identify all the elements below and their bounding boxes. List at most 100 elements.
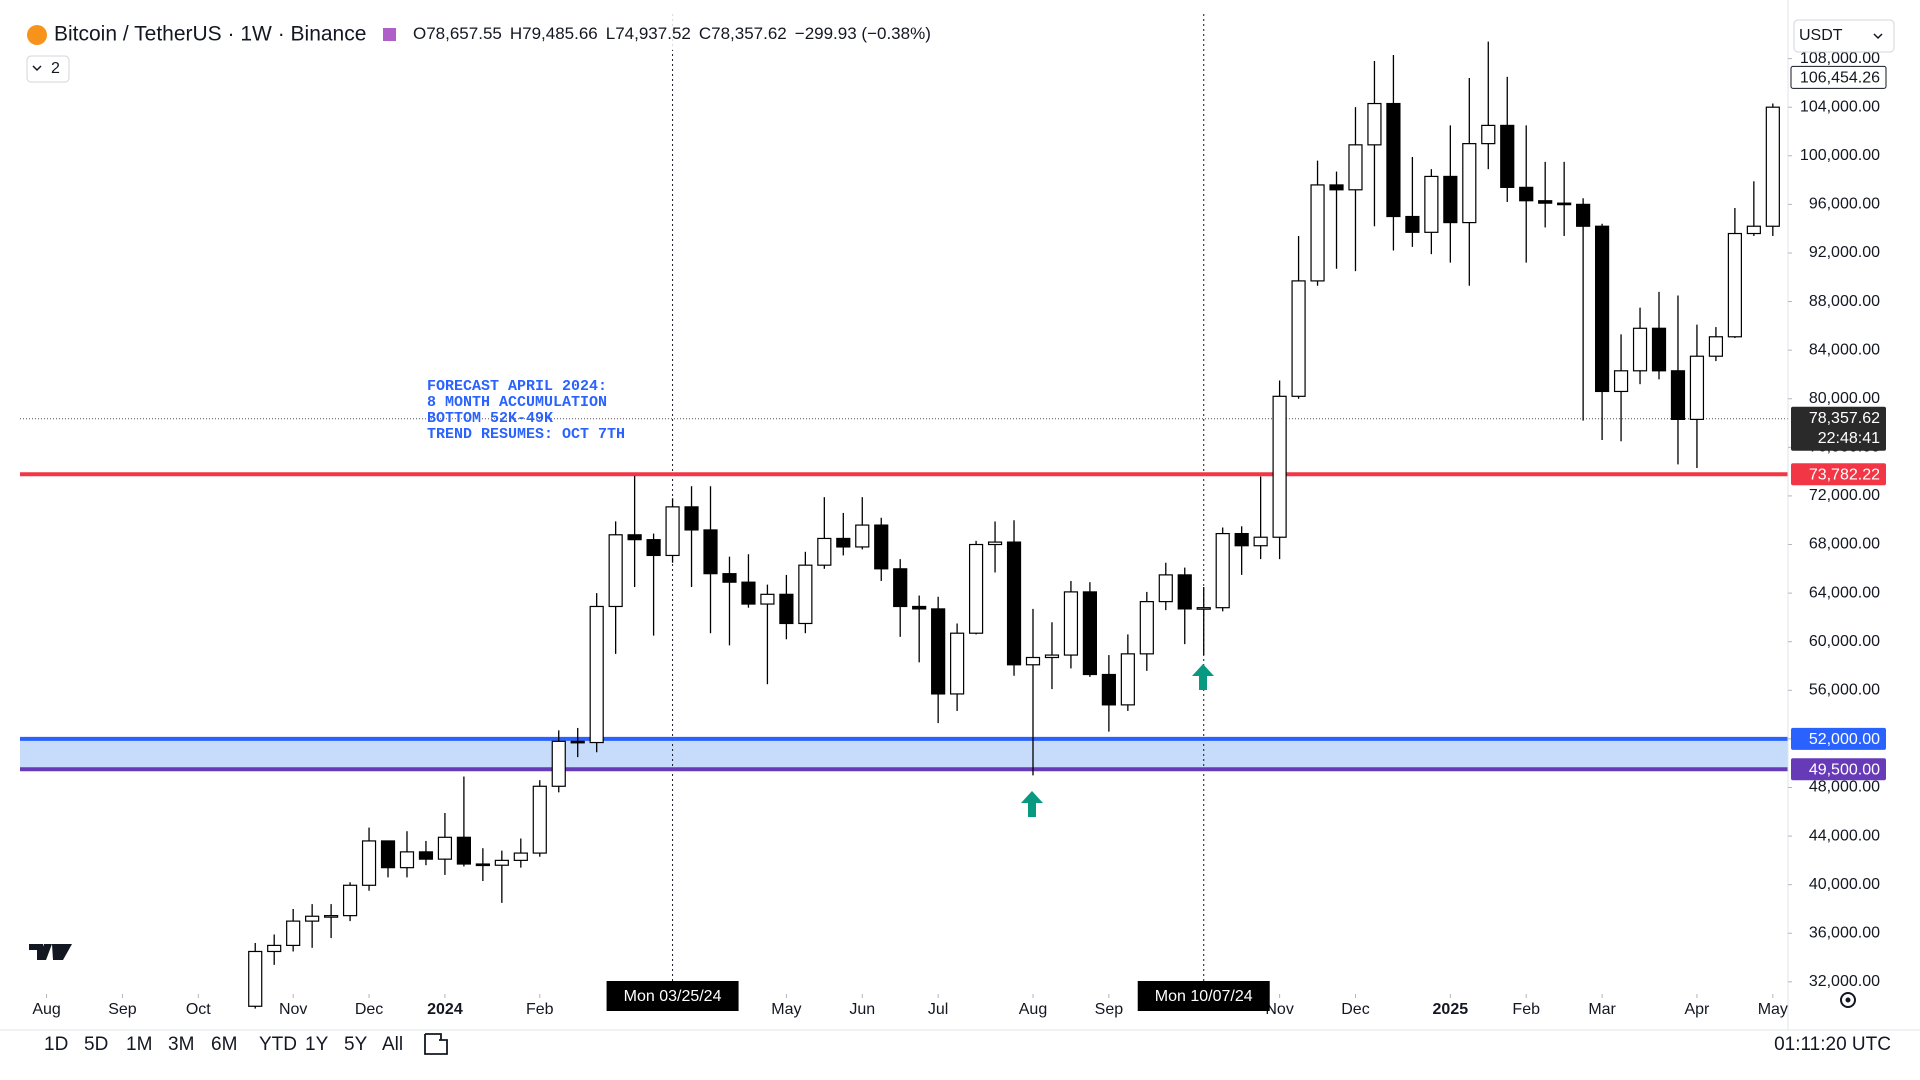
price-label-bg [1791,463,1886,486]
x-tick-label: 2025 [1433,1001,1469,1018]
candle-body [1234,532,1249,547]
y-tick-label: 32,000.00 [1809,973,1880,990]
candle-body [248,950,263,1007]
footer: 1D 5D 1M 3M 6M YTD 1Y 5Y All [44,1034,403,1055]
candle-body [570,740,585,744]
candle-body [684,506,699,531]
candle-body [551,740,566,787]
candle-body [1746,225,1761,235]
candle-body [931,608,946,695]
timeframe-button[interactable]: All [382,1034,403,1055]
annotation-line: TREND RESUMES: OCT 7TH [427,426,625,443]
candle-body [1632,327,1648,372]
candle-body [1519,186,1534,202]
candle-body [342,884,358,917]
y-tick-label: 84,000.00 [1809,341,1880,358]
candle-body [1215,532,1230,609]
candle-body [968,543,984,634]
settings-icon-center [1845,997,1851,1003]
candle-body [817,537,832,566]
x-tick-label: Apr [1684,1001,1710,1018]
candle-body [1557,202,1572,206]
crosshair-label: Mon 03/25/24 [624,988,722,1005]
candle-body [1329,184,1344,191]
candle-body [1708,336,1724,357]
x-tick-label: Dec [1341,1001,1369,1018]
candle-body [361,840,377,886]
candle-body [893,568,908,608]
candle-body [665,506,680,557]
y-tick-label: 80,000.00 [1809,390,1880,407]
y-tick-label: 96,000.00 [1809,196,1880,213]
indicator-count: 2 [51,60,60,77]
candle-body [1082,591,1098,676]
candle-body [1386,102,1401,218]
candle-body [646,539,661,557]
currency-select[interactable] [1793,19,1895,53]
candle-body [380,840,396,869]
candle-body [1481,124,1496,145]
candle-body [532,785,547,854]
candle-body [912,605,927,610]
timeframe-button[interactable]: YTD [259,1034,297,1055]
symbol-title: Bitcoin / TetherUS · 1W · Binance [54,23,366,46]
y-tick-label: 36,000.00 [1809,924,1880,941]
y-tick-label: 100,000.00 [1800,147,1880,164]
y-tick-label: 64,000.00 [1809,584,1880,601]
plot-area [20,14,1788,1009]
x-tick-label: Jul [928,1001,948,1018]
candle-body [1727,232,1742,338]
price-label: 49,500.00 [1809,761,1880,778]
candle-body [1424,175,1439,233]
timeframe-button[interactable]: 5Y [344,1034,368,1055]
candle-body [722,573,737,583]
candle-body [1538,200,1553,204]
annotation-line: FORECAST APRIL 2024: [427,378,607,395]
annotation-line: BOTTOM 52K-49K [427,410,553,427]
x-tick-label: Oct [186,1001,211,1018]
logo [29,944,72,960]
candle-body [1594,225,1610,393]
x-tick-label: Mar [1588,1001,1616,1018]
x-tick-label: May [771,1001,801,1018]
x-tick-label: Feb [1512,1001,1540,1018]
candle-body [703,529,718,575]
annotation-line: 8 MONTH ACCUMULATION [427,394,607,411]
timeframe-button[interactable]: 1M [126,1034,152,1055]
timeframe-button[interactable]: 1Y [305,1034,329,1055]
candle-body [456,836,471,865]
candle-body [1006,541,1022,666]
candle-body [1443,175,1458,224]
crosshair-label-bg [1137,981,1270,1011]
candle-body [1177,574,1192,610]
candle-body [741,581,756,605]
price-label-bg [1791,758,1886,781]
candle-body [475,863,490,867]
y-tick-label: 44,000.00 [1809,827,1880,844]
timeframe-button[interactable]: 5D [84,1034,108,1055]
candle-body [399,851,415,869]
candle-body [987,541,1003,546]
candle-body [1025,656,1041,666]
candle-body [779,593,794,625]
candle-body [1348,144,1363,191]
timeframe-button[interactable]: 1D [44,1034,68,1055]
candle-body [286,920,301,947]
countdown: 22:48:41 [1818,430,1880,447]
candle-body [1063,591,1079,656]
candle-body [418,851,434,860]
timeframe-button[interactable]: 6M [211,1034,237,1055]
candle-body [1765,106,1780,227]
settings-icon[interactable] [1840,992,1856,1008]
x-tick-label: Jun [849,1001,875,1018]
ohlc-change: −299.93 (−0.38%) [795,24,931,43]
x-tick-label: Dec [355,1001,383,1018]
timeframe-button[interactable]: 3M [168,1034,194,1055]
candle-body [1291,280,1306,397]
y-tick-label: 60,000.00 [1809,633,1880,650]
date-range-icon[interactable] [424,1033,448,1055]
indicator-toggle[interactable] [26,55,70,83]
chevron [1873,33,1883,40]
